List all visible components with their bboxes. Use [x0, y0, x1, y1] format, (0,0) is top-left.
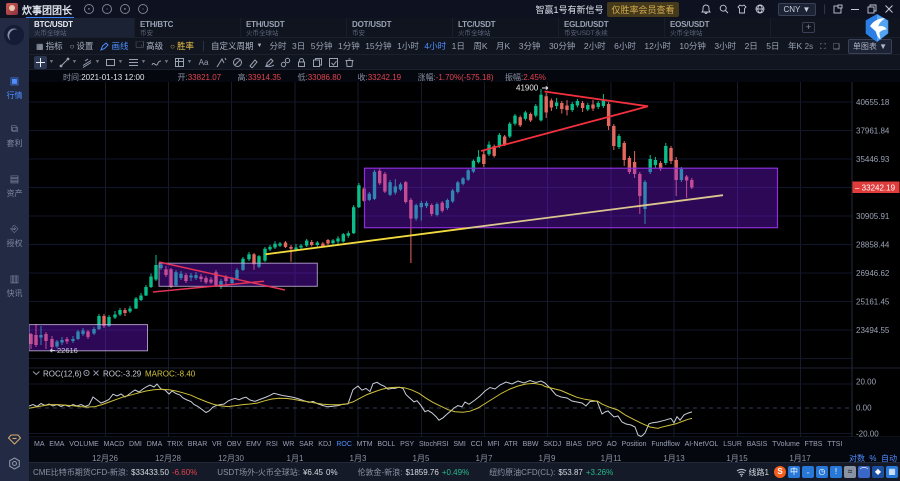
svg-text:37961.84: 37961.84	[856, 126, 890, 135]
svg-text:30905.91: 30905.91	[856, 212, 890, 221]
svg-text:28858.44: 28858.44	[856, 240, 890, 249]
svg-text:0.00: 0.00	[856, 404, 872, 413]
svg-text:– 33242.19: – 33242.19	[855, 184, 896, 193]
svg-text:40655.18: 40655.18	[856, 98, 890, 107]
svg-text:26946.62: 26946.62	[856, 269, 890, 278]
svg-text:22616: 22616	[57, 346, 78, 355]
svg-text:25161.45: 25161.45	[856, 297, 890, 306]
svg-text:20.00: 20.00	[856, 378, 877, 387]
svg-text:MAROC:-8.40: MAROC:-8.40	[145, 370, 196, 379]
svg-text:41900: 41900	[516, 84, 539, 93]
svg-text:ROC:-3.29: ROC:-3.29	[103, 370, 142, 379]
svg-text:23494.55: 23494.55	[856, 326, 890, 335]
svg-text:35446.93: 35446.93	[856, 155, 890, 164]
svg-text:ROC(12,6): ROC(12,6)	[43, 370, 82, 379]
svg-text:-20.00: -20.00	[856, 429, 879, 437]
